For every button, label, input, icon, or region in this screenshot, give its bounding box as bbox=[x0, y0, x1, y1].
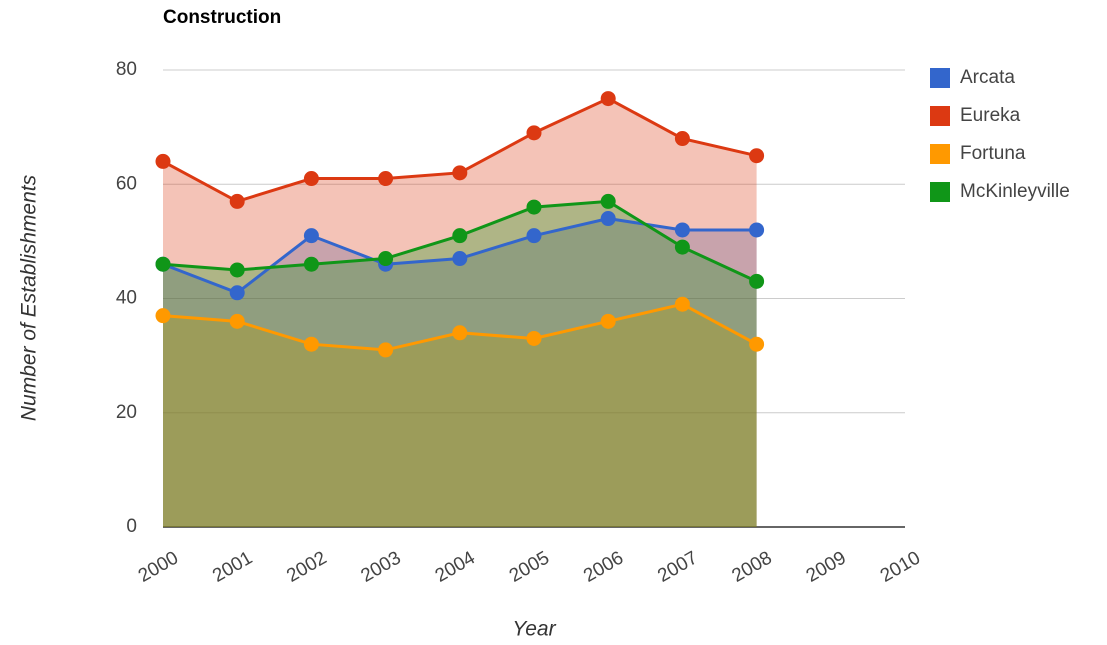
point bbox=[155, 256, 171, 272]
chart-title: Construction bbox=[163, 7, 281, 28]
area bbox=[163, 218, 757, 527]
x-tick-label: 2006 bbox=[580, 547, 627, 586]
x-tick-label: 2002 bbox=[283, 547, 330, 586]
point bbox=[303, 171, 319, 187]
x-axis-title: Year bbox=[512, 618, 556, 641]
legend-swatch bbox=[930, 106, 950, 126]
y-tick-label: 40 bbox=[116, 288, 137, 309]
x-tick-label: 2005 bbox=[506, 547, 553, 586]
x-tick-label: 2008 bbox=[728, 547, 775, 586]
point bbox=[674, 296, 690, 312]
point bbox=[452, 251, 468, 267]
area bbox=[163, 304, 757, 527]
point bbox=[600, 211, 616, 227]
x-tick-label: 2003 bbox=[357, 547, 404, 586]
point bbox=[600, 313, 616, 329]
point bbox=[749, 148, 765, 164]
point bbox=[674, 239, 690, 255]
point bbox=[749, 273, 765, 289]
point bbox=[378, 342, 394, 358]
y-tick-label: 0 bbox=[126, 516, 137, 537]
y-tick-label: 80 bbox=[116, 59, 137, 80]
point bbox=[674, 222, 690, 238]
x-tick-label: 2001 bbox=[209, 547, 256, 586]
point bbox=[303, 256, 319, 272]
point bbox=[452, 325, 468, 341]
point bbox=[229, 262, 245, 278]
point bbox=[378, 251, 394, 267]
point bbox=[229, 285, 245, 301]
point bbox=[600, 193, 616, 209]
legend-swatch bbox=[930, 68, 950, 88]
point bbox=[155, 308, 171, 324]
legend-label: Fortuna bbox=[960, 143, 1026, 164]
point bbox=[452, 228, 468, 244]
y-tick-label: 20 bbox=[116, 402, 137, 423]
point bbox=[526, 125, 542, 141]
point bbox=[749, 222, 765, 238]
point bbox=[229, 313, 245, 329]
point bbox=[749, 336, 765, 352]
x-tick-label: 2007 bbox=[654, 547, 701, 586]
legend-swatch bbox=[930, 182, 950, 202]
point bbox=[452, 165, 468, 181]
legend-label: McKinleyville bbox=[960, 181, 1070, 202]
y-tick-label: 60 bbox=[116, 173, 137, 194]
legend-label: Eureka bbox=[960, 105, 1021, 126]
x-tick-label: 2009 bbox=[803, 547, 850, 586]
y-axis-title: Number of Establishments bbox=[18, 174, 41, 421]
point bbox=[600, 91, 616, 107]
point bbox=[526, 330, 542, 346]
point bbox=[303, 336, 319, 352]
legend-label: Arcata bbox=[960, 67, 1015, 88]
point bbox=[526, 199, 542, 215]
point bbox=[229, 193, 245, 209]
x-tick-label: 2004 bbox=[432, 547, 479, 587]
area bbox=[163, 201, 757, 527]
point bbox=[526, 228, 542, 244]
point bbox=[674, 131, 690, 147]
point bbox=[378, 171, 394, 187]
legend-swatch bbox=[930, 144, 950, 164]
point bbox=[155, 153, 171, 169]
x-tick-label: 2010 bbox=[877, 547, 924, 586]
x-tick-label: 2000 bbox=[135, 547, 182, 586]
point bbox=[303, 228, 319, 244]
